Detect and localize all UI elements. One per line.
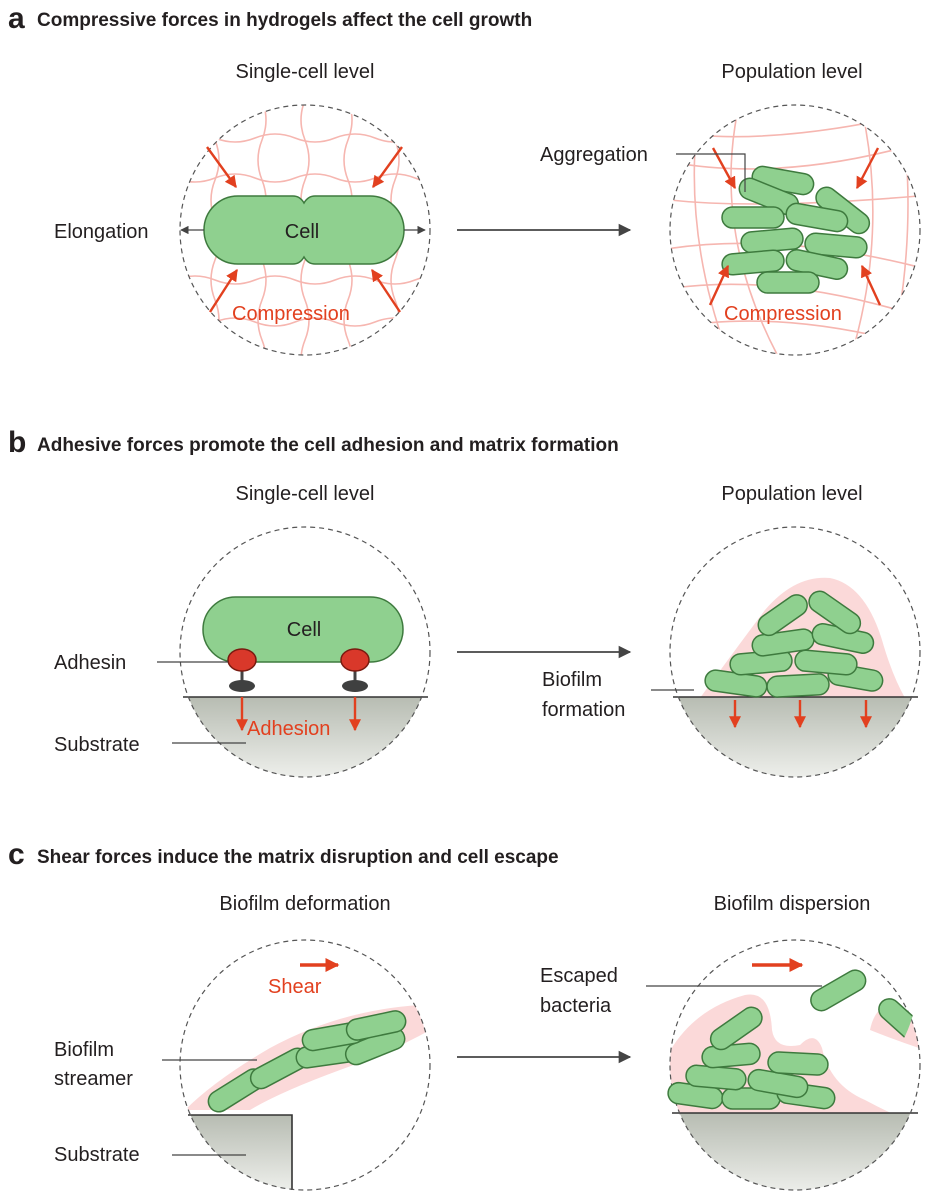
compression-arrow-pop-tl <box>711 147 737 190</box>
panel-c-right-heading: Biofilm dispersion <box>714 893 871 915</box>
rod-cell <box>685 1064 747 1091</box>
biofilm-deformation: Shear Biofilm streamer Substrate <box>54 939 431 1191</box>
cell-label-b: Cell <box>287 619 321 641</box>
substrate-block-c <box>670 1113 920 1190</box>
escaped-label-2: bacteria <box>540 995 612 1017</box>
panel-c: c Shear forces induce the matrix disrupt… <box>8 838 926 1191</box>
population-boundary <box>669 104 921 356</box>
aggregation-leader <box>676 153 746 192</box>
rod-cell <box>767 1051 829 1076</box>
rod-cell <box>709 1006 763 1051</box>
panel-a-left-heading: Single-cell level <box>236 61 375 83</box>
compression-arrow-pop-bl <box>708 264 730 306</box>
single-cell-adhesion: Cell Adhesion Adhesin Substrate <box>54 526 431 778</box>
substrate-label-c: Substrate <box>54 1144 140 1166</box>
streamer-label-2: streamer <box>54 1068 133 1090</box>
adhesion-boundary <box>179 526 431 778</box>
panel-b-title: Adhesive forces promote the cell adhesio… <box>37 435 619 456</box>
compression-arrow-tr <box>372 146 403 188</box>
panel-b-letter: b <box>8 426 26 459</box>
aggregation-label: Aggregation <box>540 144 648 166</box>
elongation-label: Elongation <box>54 221 149 243</box>
compression-arrow-pop-br <box>860 264 882 306</box>
panel-a-letter: a <box>8 2 25 35</box>
adhering-cell <box>202 596 404 663</box>
deformation-boundary <box>179 939 431 1191</box>
panel-b-right-heading: Population level <box>721 483 862 505</box>
adhesion-label: Adhesion <box>247 718 330 740</box>
substrate-block <box>180 697 430 777</box>
rod-cell <box>345 1010 407 1041</box>
rod-cell <box>721 206 785 229</box>
biofilm-formation-label-1: Biofilm <box>542 669 602 691</box>
panel-a-title: Compressive forces in hydrogels affect t… <box>37 10 532 31</box>
dispersed-cells <box>667 969 926 1110</box>
panel-c-letter: c <box>8 838 25 871</box>
population-biofilm: Biofilm formation <box>542 526 921 778</box>
escaped-label-1: Escaped <box>540 965 618 987</box>
rod-cell <box>757 594 808 637</box>
dispersion-boundary <box>669 939 921 1191</box>
adhesin-left <box>227 648 257 692</box>
rod-cell <box>701 1042 761 1069</box>
rod-cell <box>794 649 858 676</box>
substrate-block-b <box>670 697 920 777</box>
adhesin-right <box>340 648 370 692</box>
compression-arrow-br <box>371 269 401 313</box>
substrate-edge <box>188 1114 293 1190</box>
panel-c-left-heading: Biofilm deformation <box>219 893 390 915</box>
biofilm-cells <box>704 590 884 698</box>
panel-a: a Compressive forces in hydrogels affect… <box>8 2 921 356</box>
cell-aggregate <box>721 165 871 294</box>
biofilm-boundary <box>669 526 921 778</box>
population-hydrogel: Compression Aggregation <box>540 104 921 356</box>
rod-cell <box>766 673 830 698</box>
compression-arrow-bl <box>208 268 239 313</box>
substrate-label-b: Substrate <box>54 734 140 756</box>
streamer-cells <box>207 1010 407 1113</box>
dividing-cell <box>203 195 405 265</box>
rod-cell <box>785 202 849 233</box>
panel-c-title: Shear forces induce the matrix disruptio… <box>37 847 559 868</box>
panel-b-left-heading: Single-cell level <box>236 483 375 505</box>
biofilm-dispersion: Escaped bacteria <box>540 939 926 1191</box>
rod-cell <box>756 271 820 294</box>
rod-cell <box>804 232 868 259</box>
compression-label-right: Compression <box>724 303 842 325</box>
escaped-rod-cell <box>810 969 867 1012</box>
compression-label-left: Compression <box>232 303 350 325</box>
compression-arrow-tl <box>206 146 237 188</box>
streamer-label-1: Biofilm <box>54 1039 114 1061</box>
single-cell-boundary <box>179 104 431 356</box>
shear-label: Shear <box>268 976 322 998</box>
single-cell-hydrogel: Cell Elongation Compression <box>54 104 431 356</box>
biofilm-formation-label-2: formation <box>542 699 625 721</box>
cell-label-a: Cell <box>285 221 319 243</box>
panel-b: b Adhesive forces promote the cell adhes… <box>8 426 921 778</box>
compression-arrow-pop-tr <box>855 147 880 190</box>
panel-a-right-heading: Population level <box>721 61 862 83</box>
rod-cell <box>808 590 862 635</box>
adhesin-label: Adhesin <box>54 652 126 674</box>
